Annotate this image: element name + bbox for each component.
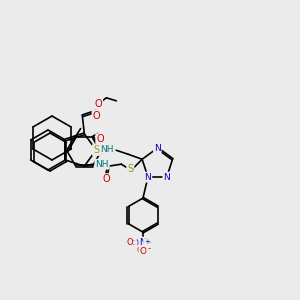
- Text: -: -: [146, 246, 148, 255]
- Text: O:: O:: [127, 238, 136, 247]
- Text: +: +: [144, 239, 150, 245]
- Text: N: N: [154, 144, 161, 153]
- Text: O: O: [94, 99, 102, 109]
- Text: N: N: [164, 172, 170, 182]
- Text: S: S: [127, 164, 134, 174]
- Text: O: O: [136, 246, 143, 255]
- Text: O: O: [92, 111, 100, 121]
- Text: O:N: O:N: [133, 238, 147, 247]
- Text: NH: NH: [95, 160, 109, 169]
- Text: S: S: [93, 145, 99, 155]
- Text: O: O: [103, 174, 110, 184]
- Text: N: N: [140, 238, 146, 247]
- Text: +: +: [145, 240, 151, 246]
- Text: O: O: [96, 134, 104, 144]
- Text: NH: NH: [100, 145, 114, 154]
- Text: -: -: [147, 244, 150, 253]
- Text: N: N: [145, 172, 151, 182]
- Text: O: O: [140, 247, 146, 256]
